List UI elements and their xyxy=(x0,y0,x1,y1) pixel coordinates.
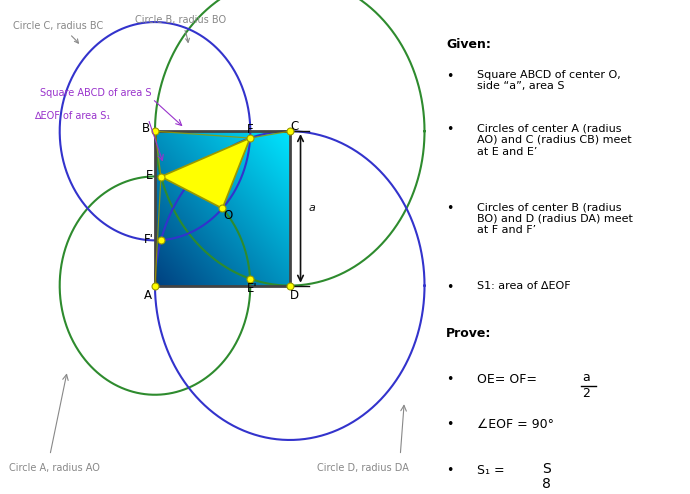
Text: D: D xyxy=(290,289,299,302)
Text: E': E' xyxy=(246,282,257,295)
Text: Circle D, radius DA: Circle D, radius DA xyxy=(317,463,408,473)
Text: A: A xyxy=(144,289,152,302)
Text: E: E xyxy=(146,169,153,182)
Text: Circle A, radius AO: Circle A, radius AO xyxy=(10,463,100,473)
Text: •: • xyxy=(446,281,454,293)
Text: B: B xyxy=(142,122,150,135)
Text: Circle B, radius BO: Circle B, radius BO xyxy=(135,15,226,42)
Text: a: a xyxy=(308,204,315,213)
Text: ∆EOF of area S₁: ∆EOF of area S₁ xyxy=(34,111,110,121)
Text: S₁ =: S₁ = xyxy=(477,464,504,477)
Text: •: • xyxy=(446,202,454,215)
Text: Square ABCD of center O,
side “a”, area S: Square ABCD of center O, side “a”, area … xyxy=(477,70,620,91)
Text: Circle C, radius BC: Circle C, radius BC xyxy=(14,21,104,43)
Text: •: • xyxy=(446,373,454,386)
Text: Square ABCD of area S: Square ABCD of area S xyxy=(41,87,152,98)
Polygon shape xyxy=(161,138,250,208)
Text: •: • xyxy=(446,70,454,83)
Text: •: • xyxy=(446,124,454,136)
Text: a: a xyxy=(582,370,590,384)
Text: •: • xyxy=(446,418,454,431)
Text: •: • xyxy=(446,464,454,477)
Text: C: C xyxy=(290,120,298,133)
Text: F: F xyxy=(247,123,253,135)
Text: 2: 2 xyxy=(582,386,590,400)
Text: Prove:: Prove: xyxy=(446,328,492,340)
Text: Circles of center B (radius
BO) and D (radius DA) meet
at F and F’: Circles of center B (radius BO) and D (r… xyxy=(477,202,633,235)
Text: O: O xyxy=(224,209,233,222)
Text: S1: area of ∆EOF: S1: area of ∆EOF xyxy=(477,281,570,290)
Text: Given:: Given: xyxy=(446,38,491,51)
Text: F': F' xyxy=(144,233,154,246)
Text: ∠EOF = 90°: ∠EOF = 90° xyxy=(477,418,553,431)
Text: Circles of center A (radius
AO) and C (radius CB) meet
at E and E’: Circles of center A (radius AO) and C (r… xyxy=(477,124,631,157)
Text: S: S xyxy=(542,461,551,476)
Text: 8: 8 xyxy=(542,477,551,492)
Text: OE= OF=: OE= OF= xyxy=(477,373,537,386)
